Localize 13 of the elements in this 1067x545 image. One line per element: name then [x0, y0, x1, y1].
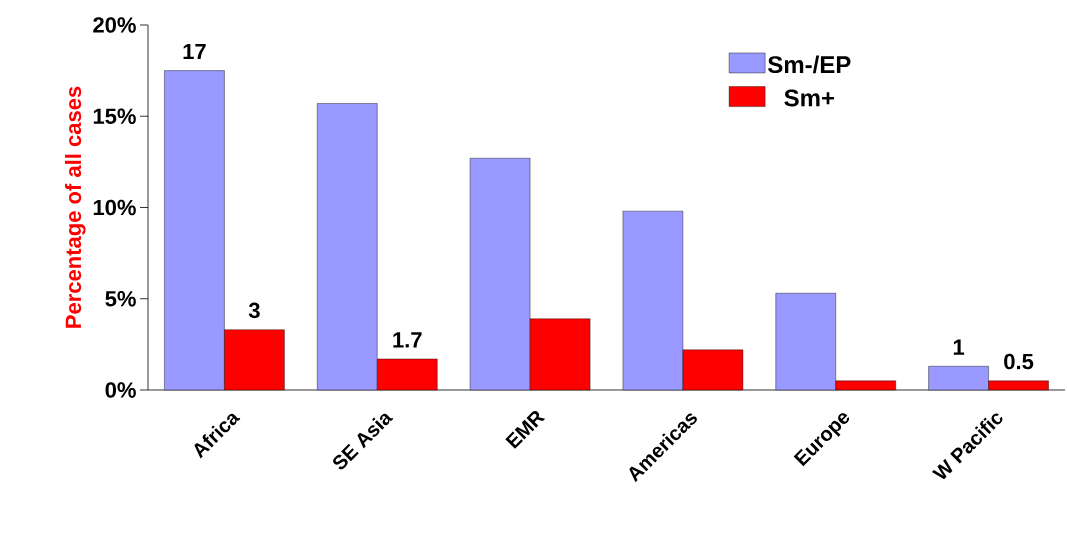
y-tick-label: 5%: [105, 290, 136, 307]
data-label: 0.5: [1004, 353, 1034, 370]
y-tick-label: 0%: [105, 382, 136, 398]
data-label: 1: [953, 339, 965, 355]
data-label: 1.7: [393, 332, 422, 348]
data-label: 3: [248, 302, 260, 319]
y-tick-label: 10%: [93, 199, 136, 216]
y-axis-title: Percentage of all cases: [64, 86, 86, 328]
y-tick-label: 15%: [93, 108, 136, 125]
y-tick-label: 20%: [93, 17, 136, 33]
legend-label: Sm-/EP: [768, 55, 851, 74]
data-label: 17: [183, 43, 206, 60]
legend-label: Sm+: [784, 89, 835, 107]
